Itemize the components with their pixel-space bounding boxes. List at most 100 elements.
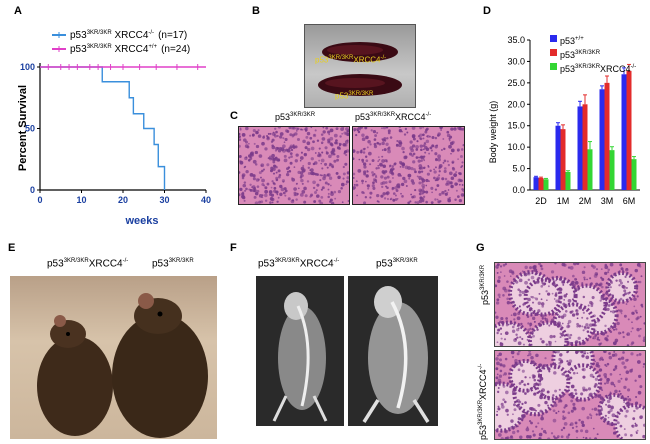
nucleus [283,154,287,158]
nucleus [458,172,461,175]
nucleus [365,135,369,140]
nucleus [607,268,610,271]
nucleus [594,377,598,381]
nucleus [612,301,616,305]
nucleus [282,137,285,140]
nucleus [434,152,438,156]
nucleus [306,180,310,183]
nucleus [594,329,597,333]
nucleus [496,410,499,413]
nucleus [562,283,565,286]
nucleus [642,339,645,343]
nucleus [272,160,276,164]
nucleus [329,184,332,187]
nucleus [513,408,517,412]
nucleus [553,371,557,375]
nucleus [302,139,306,144]
nucleus [274,149,278,152]
nucleus [444,189,447,193]
nucleus [623,401,625,404]
nucleus [243,138,247,142]
nucleus [553,321,557,326]
nucleus [261,183,265,186]
nucleus [413,168,416,171]
nucleus [275,130,278,134]
nucleus [330,201,335,204]
nucleus [293,187,297,191]
nucleus [502,384,506,388]
nucleus [368,151,372,156]
nucleus [619,332,622,335]
nucleus [517,425,519,428]
nucleus [499,363,503,367]
nucleus [583,276,586,279]
nucleus [526,426,529,429]
nucleus [605,338,609,342]
nucleus [239,132,241,136]
nucleus [583,352,586,355]
nucleus [611,413,616,418]
nucleus [384,170,388,173]
nucleus [606,420,609,423]
nucleus [573,291,576,294]
nucleus [304,194,308,198]
nucleus [597,336,600,339]
nucleus [435,158,438,161]
nucleus [419,196,423,200]
nucleus [285,172,290,177]
nucleus [425,184,428,187]
nucleus [573,407,577,411]
nucleus [519,435,523,439]
nucleus [450,127,454,131]
nucleus [539,320,543,323]
nucleus [567,319,572,324]
nucleus [371,171,374,174]
nucleus [603,373,608,377]
nucleus [289,133,293,137]
nucleus [538,263,541,266]
nucleus [320,188,323,191]
legend-item-wt: p53+/+ [550,33,636,47]
nucleus [528,376,531,379]
nucleus [316,139,320,142]
nucleus [593,314,596,318]
nucleus [531,430,535,433]
nucleus [248,154,252,158]
nucleus [601,285,604,289]
nucleus [505,408,509,413]
nucleus [526,388,530,393]
nucleus [248,188,251,191]
nucleus [601,358,604,361]
nucleus [258,154,263,158]
nucleus [580,420,585,425]
nucleus [434,136,438,140]
nucleus [373,138,377,141]
nucleus [446,160,449,163]
nucleus [531,309,533,312]
nucleus [301,190,306,194]
nucleus [531,316,536,321]
nucleus [355,133,358,137]
nucleus [623,314,627,318]
nucleus [576,263,580,265]
nucleus [383,137,387,141]
nucleus [637,390,642,395]
seminiferous-tubule [527,320,569,346]
nucleus [616,414,619,417]
nucleus [608,394,611,398]
nucleus [422,133,425,137]
nucleus [442,138,445,140]
nucleus [258,194,263,198]
nucleus [518,381,522,385]
nucleus [555,324,558,327]
nucleus [639,265,642,268]
nucleus [609,286,612,289]
nucleus [587,304,590,307]
nucleus [613,324,617,329]
bodyweight-bar [609,150,615,190]
nucleus [546,299,548,302]
nucleus [249,157,253,160]
nucleus [631,424,634,427]
nucleus [406,131,409,134]
nucleus [448,171,453,176]
